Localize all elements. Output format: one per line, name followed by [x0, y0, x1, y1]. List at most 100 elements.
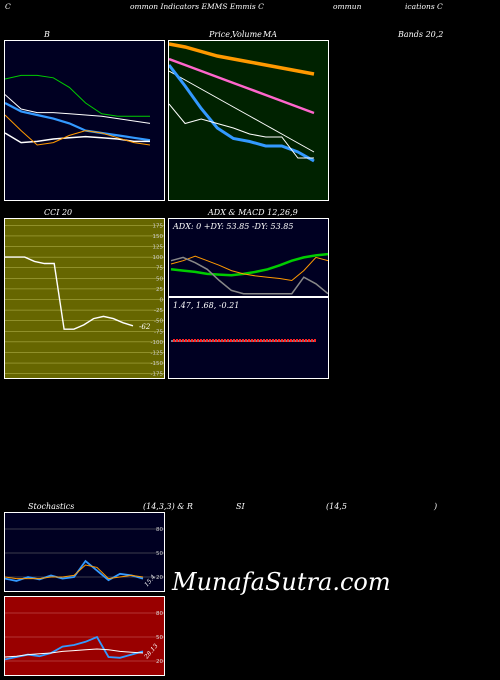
stochastics-series-line	[5, 559, 144, 582]
macd-hist-bar	[302, 339, 304, 342]
ma-title: MA	[263, 30, 277, 39]
macd-hist-bar	[293, 339, 295, 342]
price_ma-series-line	[169, 57, 315, 115]
macd-hist-bar	[290, 339, 292, 342]
macd-hist-bar	[218, 339, 220, 342]
macd-hist-bar	[254, 339, 256, 342]
stochastics-series-line	[5, 564, 144, 580]
macd-hist-bar	[209, 339, 211, 342]
macd-values: 1.47, 1.68, -0.21	[173, 301, 240, 310]
cci-tick-label: -175	[151, 372, 164, 378]
macd-hist-bar	[311, 339, 313, 342]
cci-tick-label: -100	[151, 340, 164, 346]
watermark: MunafaSutra.com	[172, 568, 391, 596]
adx-series-line	[170, 252, 328, 277]
bollinger-series-line	[5, 114, 151, 146]
macd-hist-bar	[176, 339, 178, 342]
macd-hist-bar	[242, 339, 244, 342]
macd-hist-bar	[248, 339, 250, 342]
price-title: Price,	[209, 30, 233, 39]
header-ications: ications C	[405, 2, 443, 11]
macd-hist-bar	[194, 339, 196, 342]
rsi-close: )	[434, 502, 438, 511]
stoch-panel: 80 50 20 15.4	[4, 512, 165, 592]
macd-hist-bar	[188, 339, 190, 342]
macd-hist-bar	[239, 339, 241, 342]
volume-title: Volume	[232, 30, 262, 39]
rsi-series-line	[5, 648, 144, 658]
macd-hist-bar	[215, 339, 217, 342]
bollinger-series-line	[5, 94, 151, 124]
stoch-tick-label: 20	[156, 575, 163, 581]
macd-hist-bar	[305, 339, 307, 342]
cci-tick-label: 100	[153, 255, 164, 261]
macd-hist-bar	[236, 339, 238, 342]
macd-hist-bar	[173, 339, 175, 342]
macd-hist-bar	[284, 339, 286, 342]
price_ma-series-line	[169, 64, 315, 163]
cci-panel: 175 150 125 100 75 50 25 0 -25 -50 -75 -100 -125 -150…	[4, 218, 165, 379]
macd-hist-bar	[260, 339, 262, 342]
macd-hist-bar	[230, 339, 232, 342]
macd-hist-bar	[185, 339, 187, 342]
macd-hist-bar	[179, 339, 181, 342]
price-chart	[169, 42, 315, 163]
rsi-tick-label: 50	[156, 635, 163, 641]
bollinger-panel	[4, 40, 165, 201]
cci-value-label: -62	[139, 323, 151, 331]
cci-tick-label: -150	[151, 361, 164, 367]
macd-hist-bar	[275, 339, 277, 342]
adx-values: ADX: 0 +DY: 53.85 -DY: 53.85	[173, 222, 294, 231]
cci-tick-label: -25	[154, 308, 163, 314]
stoch-tick-label: 80	[156, 527, 163, 533]
macd-hist-bar	[287, 339, 289, 342]
macd-hist-bar	[281, 339, 283, 342]
bollinger-series-line	[5, 102, 151, 142]
stoch-title: Stochastics	[28, 502, 75, 511]
cci-tick-label: 0	[160, 298, 164, 304]
macd-hist-bar	[245, 339, 247, 342]
macd-hist-bar	[203, 339, 205, 342]
cci-tick-label: 175	[153, 223, 164, 229]
rsi-tick-label: 80	[156, 611, 163, 617]
cci-tick-label: -125	[151, 350, 164, 356]
bollinger-series-line	[5, 74, 150, 117]
adx-series-line	[170, 255, 328, 282]
macd-hist-bar	[221, 339, 223, 342]
rsi-series-line	[5, 635, 144, 661]
macd-hist-bar	[233, 339, 235, 342]
cci-chart: 175 150 125 100 75 50 25 0 -25 -50 -75 -100 -125 -150…	[5, 223, 164, 378]
macd-hist-bar	[308, 339, 310, 342]
adx-series-line	[170, 256, 328, 295]
macd-hist-bar	[227, 339, 229, 342]
cci-tick-label: -75	[154, 329, 163, 335]
bands-title: Bands 20,2	[398, 30, 444, 39]
adx-panel: ADX: 0 +DY: 53.85 -DY: 53.85	[168, 218, 329, 297]
stoch-params: (14,3,3) & R	[143, 502, 193, 511]
cci-tick-label: 125	[153, 245, 164, 251]
rsi-title: SI	[236, 502, 245, 511]
macd-hist-bar	[197, 339, 199, 342]
price_ma-series-line	[169, 103, 314, 159]
header-commun: ommun	[333, 2, 362, 11]
macd-hist-bar	[314, 339, 316, 342]
price_ma-series-line	[169, 70, 315, 153]
macd-hist-bar	[257, 339, 259, 342]
macd-chart	[171, 339, 316, 342]
bollinger-chart	[5, 74, 151, 146]
macd-hist-bar	[299, 339, 301, 342]
macd-hist-bar	[266, 339, 268, 342]
cci-tick-label: 50	[156, 276, 163, 282]
header-title: ommon Indicators EMMS Emmis C	[130, 2, 264, 11]
cci-tick-label: -50	[154, 319, 163, 325]
price_ma-series-line	[169, 42, 315, 76]
macd-hist-bar	[269, 339, 271, 342]
macd-panel: 1.47, 1.68, -0.21	[168, 297, 329, 379]
macd-hist-bar	[200, 339, 202, 342]
macd-hist-bar	[296, 339, 298, 342]
cci-tick-label: 25	[156, 287, 163, 293]
bollinger-title: B	[44, 30, 50, 39]
cci-tick-label: 75	[156, 266, 163, 272]
rsi-params: (14,5	[326, 502, 347, 511]
adx-title: ADX & MACD 12,26,9	[208, 208, 298, 217]
